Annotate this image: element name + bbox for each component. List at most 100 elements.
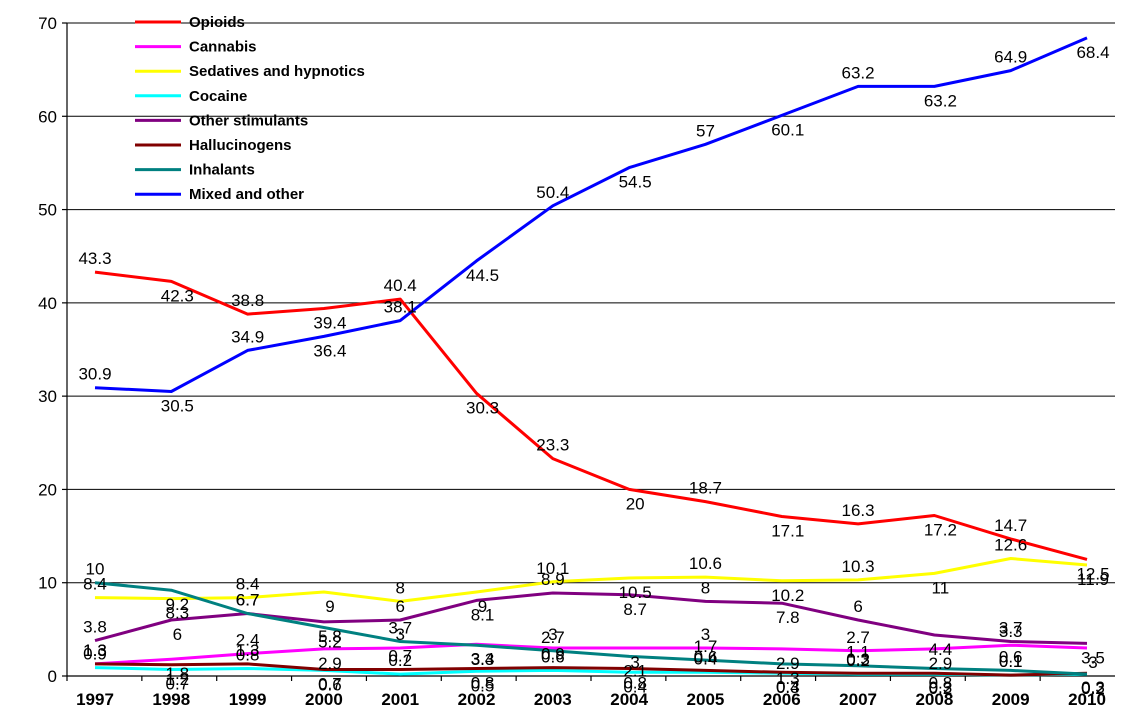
x-tick-label: 1997 <box>76 690 114 709</box>
axes: 0 10 20 30 40 50 60 70 1997 1998 1999 2000 2001 2002 2… <box>38 14 1115 709</box>
data-label-other-stimulants: 6 <box>173 625 182 644</box>
y-tick-label: 70 <box>38 14 57 33</box>
data-label-sedatives-and-hypnotics: 8 <box>395 578 404 597</box>
data-label-mixed-and-other: 63.2 <box>924 91 957 110</box>
data-label-cannabis: 3.4 <box>471 649 495 668</box>
data-label-sedatives-and-hypnotics: 8.4 <box>83 575 107 594</box>
data-label-inhalants: 10 <box>86 560 105 579</box>
data-label-sedatives-and-hypnotics: 10.1 <box>536 559 569 578</box>
legend-label-other-stimulants: Other stimulants <box>189 112 308 129</box>
data-label-cocaine: 0.7 <box>165 674 189 693</box>
data-label-cocaine: 0.1 <box>999 652 1023 671</box>
data-label-opioids: 23.3 <box>536 436 569 455</box>
y-tick-label: 50 <box>38 201 57 220</box>
data-label-opioids: 17.1 <box>771 521 804 540</box>
data-label-hallucinogens: 0.7 <box>318 674 342 693</box>
data-label-cocaine: 0.2 <box>1081 679 1105 698</box>
data-label-mixed-and-other: 30.9 <box>78 365 111 384</box>
data-label-opioids: 42.3 <box>161 286 194 305</box>
data-label-sedatives-and-hypnotics: 9 <box>325 597 334 616</box>
y-tick-label: 30 <box>38 387 57 406</box>
data-label-hallucinogens: 1.3 <box>83 641 107 660</box>
data-label-mixed-and-other: 44.5 <box>466 266 499 285</box>
legend: Opioids Cannabis Sedatives and hypnotics Co… <box>135 14 365 203</box>
data-label-inhalants: 0.6 <box>999 647 1023 666</box>
series-lines <box>94 36 1088 677</box>
data-label-hallucinogens: 0.8 <box>623 674 647 693</box>
data-label-opioids: 12.5 <box>1076 564 1109 583</box>
x-tick-label: 2010 <box>1068 690 1106 709</box>
data-label-cannabis: 2.9 <box>929 654 953 673</box>
data-label-inhalants: 3.3 <box>471 650 495 669</box>
y-tick-label: 40 <box>38 294 57 313</box>
data-label-other-stimulants: 3.5 <box>1081 648 1105 667</box>
series-line-hallucinogens <box>94 662 1088 677</box>
data-label-hallucinogens: 0.8 <box>471 674 495 693</box>
data-label-opioids: 17.2 <box>924 521 957 540</box>
x-tick-label: 2002 <box>458 690 496 709</box>
y-tick-label: 10 <box>38 574 57 593</box>
x-tick-label: 2006 <box>763 690 801 709</box>
data-label-cocaine: 0.2 <box>388 651 412 670</box>
data-label-sedatives-and-hypnotics: 11.9 <box>1077 570 1109 589</box>
data-label-hallucinogens: 0.4 <box>776 677 800 696</box>
data-label-mixed-and-other: 50.4 <box>536 183 569 202</box>
data-label-other-stimulants: 4.4 <box>929 640 953 659</box>
data-label-mixed-and-other: 60.1 <box>771 120 804 139</box>
data-label-other-stimulants: 7.8 <box>776 608 800 627</box>
data-label-hallucinogens: 0.3 <box>929 678 953 697</box>
data-label-mixed-and-other: 54.5 <box>619 173 652 192</box>
series-line-mixed-and-other <box>94 36 1088 393</box>
y-tick-label: 20 <box>38 480 57 499</box>
data-label-inhalants: 9.2 <box>165 595 189 614</box>
data-label-other-stimulants: 8.7 <box>623 600 647 619</box>
data-label-cocaine: 0.9 <box>83 645 107 664</box>
x-tick-label: 1999 <box>229 690 267 709</box>
data-label-mixed-and-other: 30.5 <box>161 396 194 415</box>
data-label-inhalants: 3.7 <box>388 618 412 637</box>
data-labels: 43.342.3 38.839.440.430.323.32018.717.116… <box>78 43 1109 698</box>
data-label-other-stimulants: 6 <box>395 597 404 616</box>
data-label-inhalants: 2.7 <box>541 628 565 647</box>
data-label-cocaine: 0.6 <box>541 647 565 666</box>
data-label-mixed-and-other: 34.9 <box>231 327 264 346</box>
data-label-mixed-and-other: 36.4 <box>313 341 346 360</box>
data-label-hallucinogens: 1.3 <box>236 641 260 660</box>
data-label-opioids: 40.4 <box>384 276 417 295</box>
data-label-other-stimulants: 8.1 <box>471 605 495 624</box>
data-label-inhalants: 5.2 <box>318 632 342 651</box>
data-label-sedatives-and-hypnotics: 8.3 <box>165 604 189 623</box>
data-label-cocaine: 0.4 <box>694 649 718 668</box>
data-label-opioids: 20 <box>626 494 645 513</box>
data-label-inhalants: 0.8 <box>929 674 953 693</box>
data-label-cannabis: 2.9 <box>776 654 800 673</box>
data-label-cannabis: 3.3 <box>999 622 1023 641</box>
data-label-sedatives-and-hypnotics: 10.6 <box>689 554 722 573</box>
data-label-opioids: 14.7 <box>994 516 1027 535</box>
y-tick-label: 0 <box>48 667 57 686</box>
data-label-mixed-and-other: 63.2 <box>842 63 875 82</box>
x-tick-label: 2008 <box>915 690 953 709</box>
data-label-cocaine: 0.2 <box>929 679 953 698</box>
x-tick-label: 2005 <box>687 690 725 709</box>
data-label-cocaine: 0.5 <box>471 676 495 695</box>
data-label-cocaine: 0.2 <box>846 651 870 670</box>
series-line-inhalants <box>94 581 1088 676</box>
data-label-cocaine: 0.6 <box>318 675 342 694</box>
data-label-hallucinogens: 0.3 <box>1081 678 1105 697</box>
data-label-cannabis: 3 <box>395 625 404 644</box>
data-label-mixed-and-other: 38.1 <box>384 298 417 317</box>
data-label-opioids: 43.3 <box>78 249 111 268</box>
series-line-cannabis <box>94 642 1088 666</box>
x-tick-label: 2007 <box>839 690 877 709</box>
data-label-other-stimulants: 5.8 <box>318 627 342 646</box>
data-label-cocaine: 0.3 <box>776 678 800 697</box>
data-label-cannabis: 1.3 <box>83 641 107 660</box>
data-label-opioids: 39.4 <box>313 313 346 332</box>
data-label-other-stimulants: 8 <box>701 578 710 597</box>
legend-label-opioids: Opioids <box>189 14 245 31</box>
legend-label-mixed-and-other: Mixed and other <box>189 186 304 203</box>
data-label-cannabis: 3 <box>1088 653 1097 672</box>
data-label-cannabis: 1.8 <box>165 664 189 683</box>
